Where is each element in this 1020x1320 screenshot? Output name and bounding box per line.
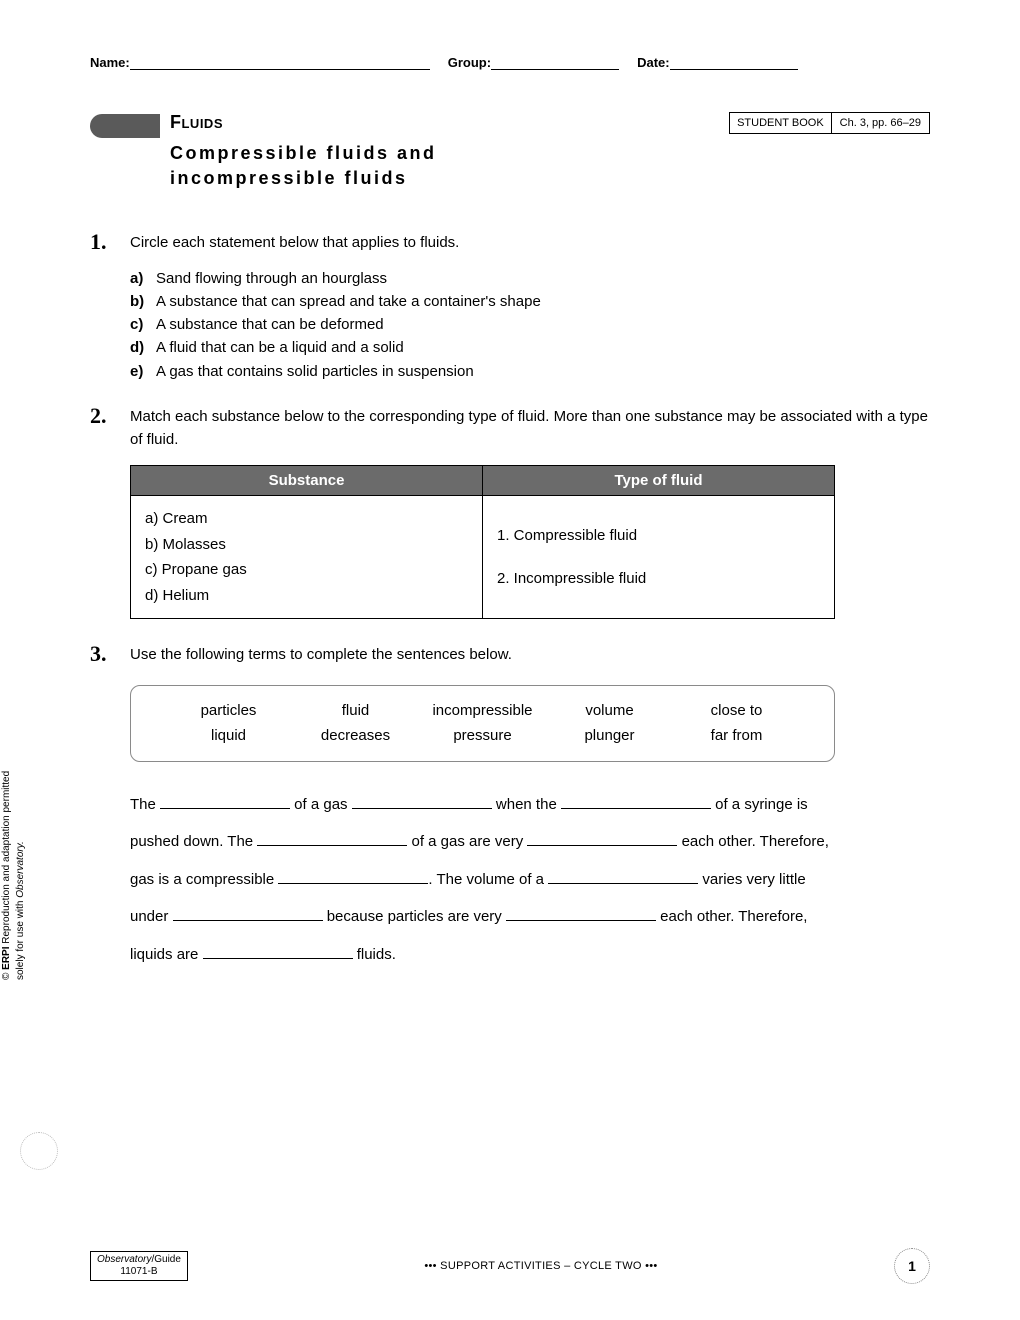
question-1: 1. Circle each statement below that appl… [90,231,930,383]
wb-farfrom: far from [673,723,800,749]
page-number: 1 [894,1248,930,1284]
question-2: 2. Match each substance below to the cor… [90,405,930,620]
question-3: 3. Use the following terms to complete t… [90,643,930,973]
name-label: Name: [90,55,130,70]
group-label: Group: [448,55,491,70]
blank-5[interactable] [527,832,677,846]
blank-4[interactable] [257,832,407,846]
blank-3[interactable] [561,795,711,809]
group-field-group: Group: [448,55,619,70]
sub-d: d) Helium [145,583,468,609]
type-1: 1. Compressible fluid [497,523,820,549]
wb-plunger: plunger [546,723,673,749]
page-footer: Observatory/Guide 11071-B ••• SUPPORT AC… [90,1248,930,1284]
subtitle-line2: incompressible fluids [170,168,408,188]
blank-1[interactable] [160,795,290,809]
page-subtitle: Compressible fluids and incompressible f… [170,141,729,191]
date-input-line[interactable] [670,55,798,70]
col-substance: Substance [131,466,483,496]
q2-text: Match each substance below to the corres… [130,405,930,452]
decorative-circle-left [20,1132,58,1170]
wb-fluid: fluid [292,698,419,724]
page-title: Fluids [170,112,729,133]
word-bank-row1: particles fluid incompressible volume cl… [165,698,800,724]
sub-b: b) Molasses [145,532,468,558]
reference-box: STUDENT BOOK Ch. 3, pp. 66–29 [729,112,930,134]
col-fluid-type: Type of fluid [483,466,835,496]
types-cell: 1. Compressible fluid 2. Incompressible … [483,496,835,619]
title-row: Fluids Compressible fluids and incompres… [90,112,930,191]
q2-number: 2. [90,405,130,452]
name-input-line[interactable] [130,55,430,70]
blank-7[interactable] [548,870,698,884]
match-table: Substance Type of fluid a) Cream b) Mola… [130,465,835,619]
q1-opt-b[interactable]: b)A substance that can spread and take a… [130,290,930,313]
blank-6[interactable] [278,870,428,884]
wb-particles: particles [165,698,292,724]
q1-text: Circle each statement below that applies… [130,231,930,254]
wb-closeto: close to [673,698,800,724]
wb-volume: volume [546,698,673,724]
section-spine [90,114,160,138]
substances-cell: a) Cream b) Molasses c) Propane gas d) H… [131,496,483,619]
blank-2[interactable] [352,795,492,809]
title-block: Fluids Compressible fluids and incompres… [170,112,729,191]
group-input-line[interactable] [491,55,619,70]
type-2: 2. Incompressible fluid [497,566,820,592]
word-bank: particles fluid incompressible volume cl… [130,685,835,762]
q1-opt-c[interactable]: c)A substance that can be deformed [130,313,930,336]
wb-liquid: liquid [165,723,292,749]
footer-center: ••• SUPPORT ACTIVITIES – CYCLE TWO ••• [424,1260,657,1272]
header-fields: Name: Group: Date: [90,55,930,70]
word-bank-row2: liquid decreases pressure plunger far fr… [165,723,800,749]
sub-a: a) Cream [145,506,468,532]
wb-incompressible: incompressible [419,698,546,724]
q1-opt-d[interactable]: d)A fluid that can be a liquid and a sol… [130,336,930,359]
ref-left: STUDENT BOOK [730,113,832,133]
copyright-sidebar: © ERPI Reproduction and adaptation permi… [0,771,28,980]
q1-number: 1. [90,231,130,254]
date-label: Date: [637,55,670,70]
sub-c: c) Propane gas [145,557,468,583]
q1-opt-a[interactable]: a)Sand flowing through an hourglass [130,267,930,290]
q1-opt-e[interactable]: e)A gas that contains solid particles in… [130,360,930,383]
blank-10[interactable] [203,945,353,959]
wb-decreases: decreases [292,723,419,749]
footer-source-box: Observatory/Guide 11071-B [90,1251,188,1281]
name-field-group: Name: [90,55,430,70]
q3-text: Use the following terms to complete the … [130,643,930,666]
fill-paragraph: The of a gas when the of a syringe is pu… [130,786,835,974]
date-field-group: Date: [637,55,798,70]
wb-pressure: pressure [419,723,546,749]
q1-options: a)Sand flowing through an hourglass b)A … [130,267,930,383]
blank-8[interactable] [173,907,323,921]
ref-right: Ch. 3, pp. 66–29 [832,113,929,133]
blank-9[interactable] [506,907,656,921]
q3-number: 3. [90,643,130,666]
subtitle-line1: Compressible fluids and [170,143,437,163]
